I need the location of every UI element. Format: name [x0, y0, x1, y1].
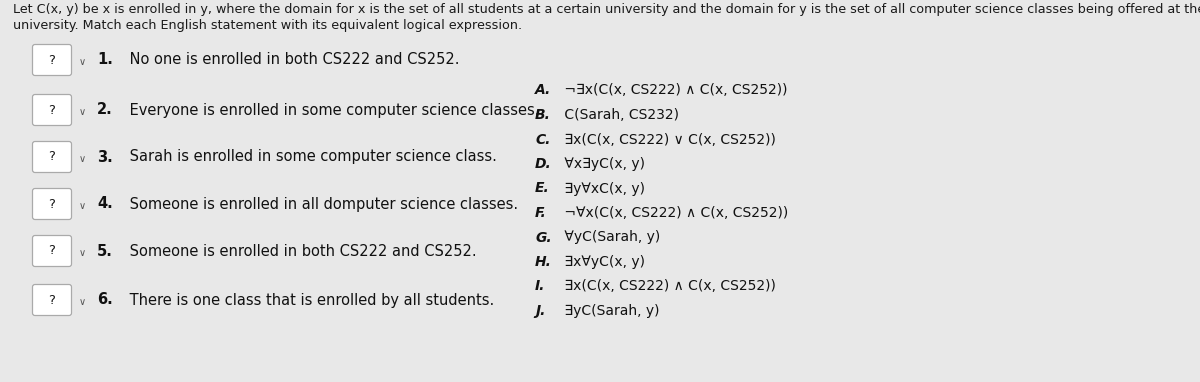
Text: ∃x∀yC(x, y): ∃x∀yC(x, y)	[560, 255, 646, 269]
FancyBboxPatch shape	[32, 235, 72, 267]
Text: ∨: ∨	[79, 57, 86, 67]
Text: 4.: 4.	[97, 196, 113, 212]
Text: ∃x(C(x, CS222) ∨ C(x, CS252)): ∃x(C(x, CS222) ∨ C(x, CS252))	[560, 133, 776, 147]
Text: ?: ?	[48, 197, 55, 210]
Text: ?: ?	[48, 244, 55, 257]
Text: 3.: 3.	[97, 149, 113, 165]
Text: No one is enrolled in both CS222 and CS252.: No one is enrolled in both CS222 and CS2…	[126, 52, 460, 68]
Text: F.: F.	[535, 206, 547, 220]
Text: ∨: ∨	[79, 107, 86, 117]
Text: J.: J.	[535, 304, 545, 318]
Text: ?: ?	[48, 104, 55, 117]
Text: A.: A.	[535, 84, 551, 97]
Text: ∀x∃yC(x, y): ∀x∃yC(x, y)	[560, 157, 646, 171]
Text: ¬∃x(C(x, CS222) ∧ C(x, CS252)): ¬∃x(C(x, CS222) ∧ C(x, CS252))	[560, 84, 787, 97]
FancyBboxPatch shape	[32, 141, 72, 173]
Text: Everyone is enrolled in some computer science classes.: Everyone is enrolled in some computer sc…	[126, 102, 540, 118]
Text: ?: ?	[48, 151, 55, 163]
FancyBboxPatch shape	[32, 44, 72, 76]
Text: ∨: ∨	[79, 297, 86, 307]
FancyBboxPatch shape	[32, 188, 72, 220]
Text: G.: G.	[535, 230, 552, 244]
Text: ∃y∀xC(x, y): ∃y∀xC(x, y)	[560, 181, 646, 196]
Text: I.: I.	[535, 280, 545, 293]
Text: D.: D.	[535, 157, 552, 171]
Text: ∃x(C(x, CS222) ∧ C(x, CS252)): ∃x(C(x, CS222) ∧ C(x, CS252))	[560, 280, 776, 293]
FancyBboxPatch shape	[32, 94, 72, 126]
Text: Someone is enrolled in all domputer science classes.: Someone is enrolled in all domputer scie…	[126, 196, 518, 212]
Text: ?: ?	[48, 293, 55, 306]
Text: university. Match each English statement with its equivalent logical expression.: university. Match each English statement…	[13, 19, 522, 32]
Text: C(Sarah, CS232): C(Sarah, CS232)	[560, 108, 679, 122]
Text: 2.: 2.	[97, 102, 113, 118]
Text: 5.: 5.	[97, 243, 113, 259]
Text: H.: H.	[535, 255, 552, 269]
Text: 6.: 6.	[97, 293, 113, 308]
Text: Let C(x, y) be x is enrolled in y, where the domain for x is the set of all stud: Let C(x, y) be x is enrolled in y, where…	[13, 3, 1200, 16]
Text: ∀yC(Sarah, y): ∀yC(Sarah, y)	[560, 230, 660, 244]
Text: Someone is enrolled in both CS222 and CS252.: Someone is enrolled in both CS222 and CS…	[126, 243, 478, 259]
Text: B.: B.	[535, 108, 551, 122]
Text: ∨: ∨	[79, 154, 86, 164]
Text: 1.: 1.	[97, 52, 113, 68]
FancyBboxPatch shape	[32, 285, 72, 316]
Text: ?: ?	[48, 53, 55, 66]
Text: ∨: ∨	[79, 201, 86, 211]
Text: Sarah is enrolled in some computer science class.: Sarah is enrolled in some computer scien…	[126, 149, 497, 165]
Text: ∃yC(Sarah, y): ∃yC(Sarah, y)	[560, 304, 660, 318]
Text: ∨: ∨	[79, 248, 86, 258]
Text: C.: C.	[535, 133, 551, 147]
Text: There is one class that is enrolled by all students.: There is one class that is enrolled by a…	[126, 293, 494, 308]
Text: E.: E.	[535, 181, 550, 196]
Text: ¬∀x(C(x, CS222) ∧ C(x, CS252)): ¬∀x(C(x, CS222) ∧ C(x, CS252))	[560, 206, 788, 220]
